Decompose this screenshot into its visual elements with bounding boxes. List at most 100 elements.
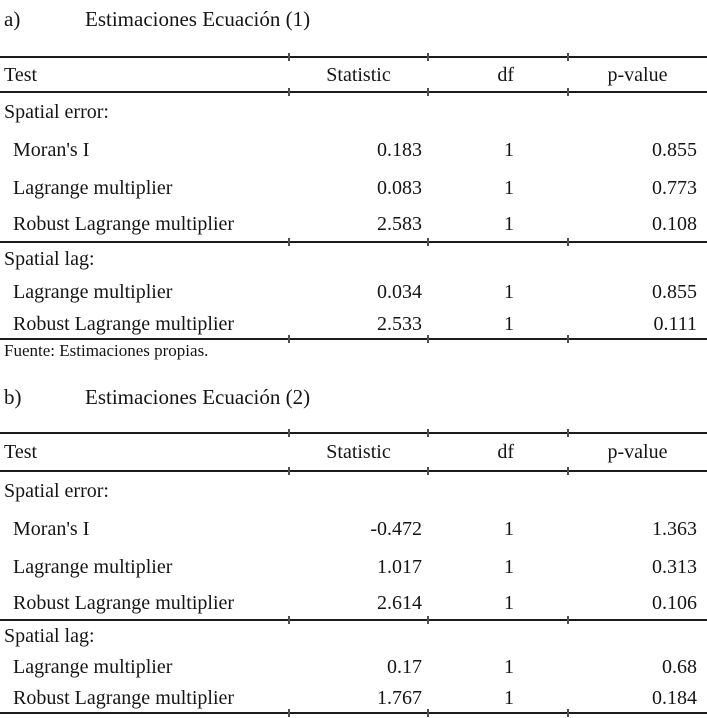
df-cell: 1 bbox=[504, 591, 514, 614]
df-cell: 1 bbox=[504, 213, 514, 235]
p-value-cell: 0.108 bbox=[652, 213, 697, 235]
col-header-df: df bbox=[497, 63, 514, 86]
p-value-cell: 0.106 bbox=[652, 591, 697, 614]
tick-mark bbox=[567, 709, 569, 717]
tick-mark bbox=[427, 53, 429, 61]
group-label-row: Spatial error: bbox=[0, 472, 707, 510]
group-label-spatial-lag: Spatial lag: bbox=[4, 625, 95, 647]
tick-mark bbox=[567, 429, 569, 437]
p-value-cell: 0.184 bbox=[652, 686, 697, 709]
tick-mark bbox=[427, 616, 429, 624]
tick-mark bbox=[567, 238, 569, 246]
table-row: Robust Lagrange multiplier 2.533 1 0.111 bbox=[0, 309, 707, 340]
p-value-cell: 0.855 bbox=[652, 280, 697, 303]
df-cell: 1 bbox=[504, 656, 514, 678]
statistic-cell: 1.017 bbox=[377, 556, 422, 578]
table-ecuacion-1: Test Statistic df p-value Spatial error:… bbox=[0, 53, 707, 343]
tick-mark bbox=[288, 709, 290, 717]
test-name-cell: Lagrange multiplier bbox=[13, 656, 173, 678]
table-row: Moran's I 0.183 1 0.855 bbox=[0, 131, 707, 169]
group-label-row: Spatial error: bbox=[0, 93, 707, 131]
tick-mark bbox=[427, 335, 429, 343]
table-header-row: Test Statistic df p-value bbox=[0, 58, 707, 93]
tick-mark bbox=[288, 467, 290, 475]
col-header-statistic: Statistic bbox=[326, 441, 391, 463]
tick-mark bbox=[427, 709, 429, 717]
tick-mark bbox=[427, 238, 429, 246]
group-label-spatial-lag: Spatial lag: bbox=[4, 247, 95, 270]
section-a-title-text: Estimaciones Ecuación (1) bbox=[85, 7, 311, 31]
section-a-title: a) Estimaciones Ecuación (1) bbox=[4, 7, 310, 32]
group-label-row: Spatial lag: bbox=[0, 241, 707, 274]
source-note: Fuente: Estimaciones propias. bbox=[4, 341, 209, 360]
test-name-cell: Lagrange multiplier bbox=[13, 177, 173, 199]
tick-mark bbox=[288, 238, 290, 246]
col-header-test: Test bbox=[4, 441, 38, 463]
tick-mark bbox=[288, 88, 290, 96]
table-row: Robust Lagrange multiplier 1.767 1 0.184 bbox=[0, 683, 707, 714]
p-value-cell: 0.855 bbox=[652, 139, 697, 161]
col-header-statistic: Statistic bbox=[326, 63, 391, 86]
p-value-cell: 1.363 bbox=[652, 518, 697, 540]
test-name-cell: Robust Lagrange multiplier bbox=[13, 312, 235, 335]
table-row: Moran's I -0.472 1 1.363 bbox=[0, 510, 707, 548]
test-name-cell: Robust Lagrange multiplier bbox=[13, 686, 235, 709]
group-label-spatial-error: Spatial error: bbox=[4, 480, 109, 502]
test-name-cell: Lagrange multiplier bbox=[13, 556, 173, 578]
p-value-cell: 0.773 bbox=[652, 177, 697, 199]
df-cell: 1 bbox=[504, 139, 514, 161]
table-row: Lagrange multiplier 0.083 1 0.773 bbox=[0, 169, 707, 207]
tick-mark bbox=[288, 335, 290, 343]
statistic-cell: 0.034 bbox=[377, 280, 422, 303]
p-value-cell: 0.111 bbox=[653, 312, 697, 335]
test-name-cell: Robust Lagrange multiplier bbox=[13, 213, 235, 235]
table-ecuacion-2: Test Statistic df p-value Spatial error:… bbox=[0, 429, 707, 717]
df-cell: 1 bbox=[504, 518, 514, 540]
group-label-spatial-error: Spatial error: bbox=[4, 101, 109, 123]
statistic-cell: 0.183 bbox=[377, 139, 422, 161]
df-cell: 1 bbox=[504, 312, 514, 335]
col-header-p-value: p-value bbox=[607, 441, 668, 463]
df-cell: 1 bbox=[504, 177, 514, 199]
statistic-cell: -0.472 bbox=[370, 518, 422, 540]
test-name-cell: Moran's I bbox=[13, 518, 90, 540]
p-value-cell: 0.68 bbox=[662, 656, 697, 678]
col-header-test: Test bbox=[4, 63, 38, 86]
col-header-df: df bbox=[497, 441, 514, 463]
statistic-cell: 1.767 bbox=[377, 686, 422, 709]
tick-mark bbox=[288, 616, 290, 624]
statistic-cell: 2.614 bbox=[377, 591, 422, 614]
df-cell: 1 bbox=[504, 686, 514, 709]
test-name-cell: Moran's I bbox=[13, 139, 90, 161]
tick-mark bbox=[567, 53, 569, 61]
table-row: Robust Lagrange multiplier 2.583 1 0.108 bbox=[0, 207, 707, 241]
section-b-label: b) bbox=[4, 385, 22, 409]
section-b-title: b) Estimaciones Ecuación (2) bbox=[4, 385, 310, 410]
group-label-row: Spatial lag: bbox=[0, 619, 707, 651]
col-header-p-value: p-value bbox=[607, 63, 668, 86]
test-name-cell: Lagrange multiplier bbox=[13, 280, 173, 303]
tick-mark bbox=[427, 429, 429, 437]
tick-mark bbox=[427, 88, 429, 96]
table-row: Lagrange multiplier 1.017 1 0.313 bbox=[0, 548, 707, 586]
tick-mark bbox=[567, 467, 569, 475]
df-cell: 1 bbox=[504, 280, 514, 303]
statistic-cell: 2.533 bbox=[377, 312, 422, 335]
statistic-cell: 2.583 bbox=[377, 213, 422, 235]
section-b-title-text: Estimaciones Ecuación (2) bbox=[85, 385, 311, 409]
tick-mark bbox=[288, 429, 290, 437]
tick-mark bbox=[567, 616, 569, 624]
tick-mark bbox=[288, 53, 290, 61]
test-name-cell: Robust Lagrange multiplier bbox=[13, 591, 235, 614]
table-row: Lagrange multiplier 0.17 1 0.68 bbox=[0, 651, 707, 683]
tick-mark bbox=[567, 88, 569, 96]
section-a-label: a) bbox=[4, 7, 21, 31]
df-cell: 1 bbox=[504, 556, 514, 578]
tick-mark bbox=[567, 335, 569, 343]
table-row: Robust Lagrange multiplier 2.614 1 0.106 bbox=[0, 586, 707, 619]
table-header-row: Test Statistic df p-value bbox=[0, 434, 707, 472]
statistic-cell: 0.083 bbox=[377, 177, 422, 199]
statistic-cell: 0.17 bbox=[387, 656, 422, 678]
tick-mark bbox=[427, 467, 429, 475]
table-row: Lagrange multiplier 0.034 1 0.855 bbox=[0, 274, 707, 309]
